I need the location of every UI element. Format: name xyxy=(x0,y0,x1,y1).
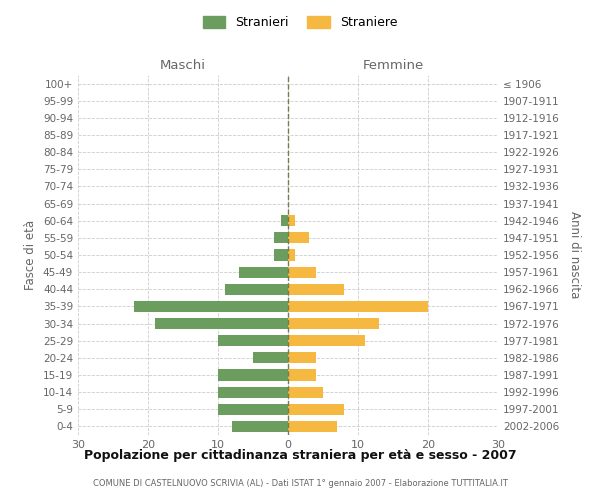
Text: COMUNE DI CASTELNUOVO SCRIVIA (AL) - Dati ISTAT 1° gennaio 2007 - Elaborazione T: COMUNE DI CASTELNUOVO SCRIVIA (AL) - Dat… xyxy=(92,478,508,488)
Bar xyxy=(218,386,288,398)
Bar xyxy=(288,352,316,364)
Bar xyxy=(281,215,288,226)
Bar xyxy=(288,232,309,243)
Y-axis label: Fasce di età: Fasce di età xyxy=(25,220,37,290)
Text: Popolazione per cittadinanza straniera per età e sesso - 2007: Popolazione per cittadinanza straniera p… xyxy=(83,450,517,462)
Legend: Stranieri, Straniere: Stranieri, Straniere xyxy=(197,11,403,34)
Text: Maschi: Maschi xyxy=(160,58,206,71)
Bar xyxy=(288,266,316,278)
Bar xyxy=(288,318,379,329)
Bar xyxy=(134,301,288,312)
Bar xyxy=(218,404,288,415)
Text: Femmine: Femmine xyxy=(362,58,424,71)
Bar xyxy=(288,370,316,380)
Bar xyxy=(239,266,288,278)
Bar xyxy=(288,386,323,398)
Bar xyxy=(253,352,288,364)
Bar xyxy=(288,421,337,432)
Bar xyxy=(288,215,295,226)
Bar xyxy=(218,335,288,346)
Bar xyxy=(218,370,288,380)
Bar xyxy=(288,284,344,295)
Bar xyxy=(274,232,288,243)
Bar xyxy=(274,250,288,260)
Y-axis label: Anni di nascita: Anni di nascita xyxy=(568,212,581,298)
Bar xyxy=(288,250,295,260)
Bar xyxy=(288,335,365,346)
Bar xyxy=(155,318,288,329)
Bar xyxy=(225,284,288,295)
Bar xyxy=(232,421,288,432)
Bar xyxy=(288,404,344,415)
Bar xyxy=(288,301,428,312)
